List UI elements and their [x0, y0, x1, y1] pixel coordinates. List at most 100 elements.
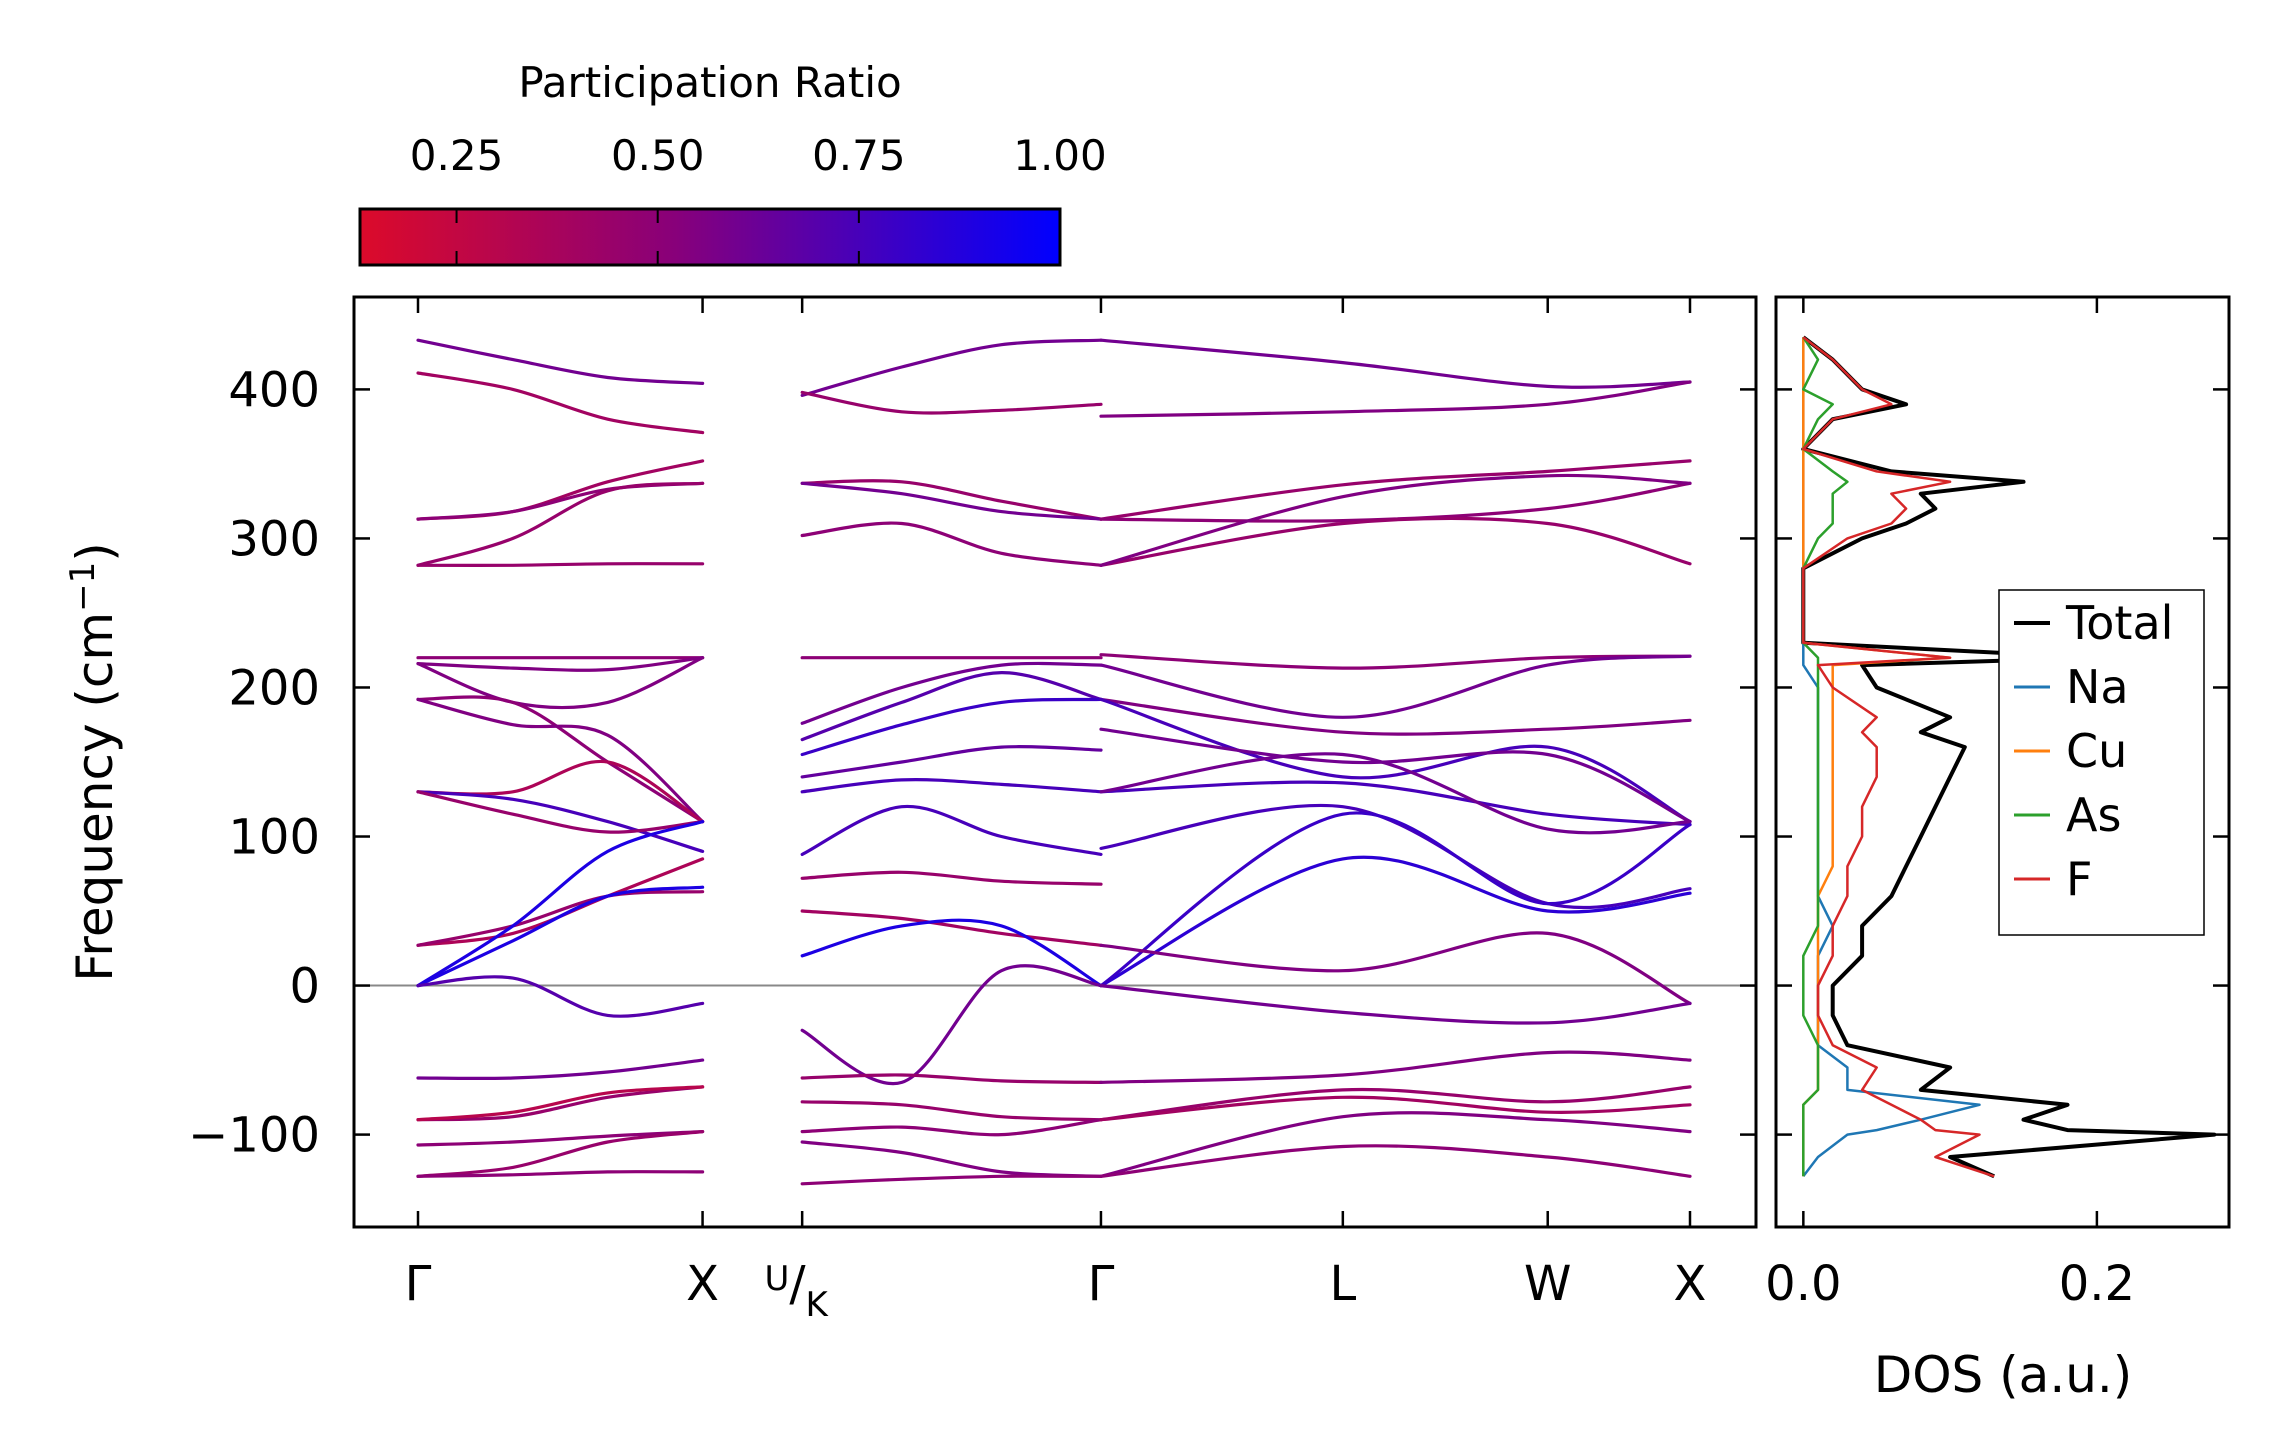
phonon-band: [416, 1170, 705, 1178]
k-point-label: L: [1329, 1256, 1356, 1312]
phonon-band: [1099, 697, 1692, 736]
phonon-band: [1099, 380, 1692, 418]
phonon-band: [416, 656, 705, 672]
phonon-band: [416, 481, 705, 567]
legend-label: F: [2066, 852, 2092, 906]
colorbar-ticks: 0.25 0.50 0.75 1.00: [410, 131, 1107, 265]
band-structure-panel: −100 0 100 200 300 400 Γ X U/K Γ L W X Frequency (c…: [63, 295, 1758, 1325]
phonon-band: [416, 857, 705, 947]
phonon-band: [416, 1058, 705, 1081]
phonon-band: [1099, 752, 1692, 835]
phonon-band: [1099, 1111, 1692, 1178]
phonon-band: [416, 1085, 705, 1122]
phonon-band: [800, 479, 1103, 521]
dos-curve-f: [1802, 336, 1995, 1178]
phonon-band: [800, 338, 1103, 397]
frequency-tick-label: 200: [228, 660, 320, 716]
frequency-tick-label: −100: [188, 1108, 320, 1164]
phonon-band: [416, 759, 705, 824]
phonon-band: [800, 1140, 1103, 1178]
dos-legend: Total Na Cu As F: [1998, 589, 2205, 936]
phonon-band: [416, 1085, 705, 1122]
phonon-band: [416, 1130, 705, 1147]
phonon-band: [416, 459, 705, 521]
dos-curves: [1801, 335, 2217, 1179]
phonon-band: [416, 885, 705, 988]
phonon-band: [800, 1174, 1103, 1186]
k-point-label: X: [1674, 1256, 1707, 1312]
phonon-band: [800, 481, 1103, 521]
phonon-band: [1099, 811, 1692, 988]
phonon-band: [800, 1100, 1103, 1122]
colorbar-tick-label: 0.75: [812, 131, 906, 180]
phonon-band: [416, 890, 705, 947]
phonon-band: [416, 656, 705, 710]
k-point-label: X: [686, 1256, 719, 1312]
phonon-band: [800, 804, 1103, 856]
dos-panel: 0.0 0.2 DOS (a.u.) Total Na Cu As F: [1765, 295, 2231, 1404]
k-point-label: U/K: [764, 1256, 829, 1325]
phonon-band: [1099, 855, 1692, 988]
frequency-axis-label: Frequency (cm−1): [63, 542, 124, 982]
legend-label: Total: [2065, 596, 2173, 650]
band-plot-frame: [352, 295, 1758, 1229]
colorbar-tick-label: 0.50: [611, 131, 705, 180]
phonon-band: [416, 371, 705, 435]
colorbar-tick-label: 1.00: [1013, 131, 1107, 180]
dos-axis-label: DOS (a.u.): [1874, 1346, 2133, 1404]
phonon-band: [800, 670, 1103, 742]
dos-tick-label: 0.2: [2059, 1256, 2135, 1312]
phonon-band: [800, 964, 1103, 1086]
phonon-band: [1099, 984, 1692, 1025]
phonon-band: [800, 909, 1103, 947]
legend-label: Cu: [2066, 724, 2127, 778]
phonon-band: [800, 1073, 1103, 1084]
phonon-band: [416, 338, 705, 385]
phonon-band: [1099, 780, 1692, 827]
phonon-band: [800, 390, 1103, 415]
phonon-band: [416, 790, 705, 834]
frequency-tick-label: 100: [228, 810, 320, 866]
legend-items: Total Na Cu As F: [2014, 596, 2173, 906]
dos-curve-na: [1802, 337, 1981, 1178]
dos-axis-ticks: 0.0 0.2: [1765, 297, 2229, 1312]
dos-curve-as: [1802, 336, 1849, 1177]
k-point-label: W: [1524, 1256, 1571, 1312]
phonon-band: [800, 1118, 1103, 1137]
k-path-ticks: Γ X U/K Γ L W X: [405, 297, 1707, 1325]
phonon-band: [1099, 931, 1692, 1005]
phonon-band: [800, 521, 1103, 567]
phonon-band: [800, 918, 1103, 988]
phonon-band: [1099, 1050, 1692, 1084]
phonon-band: [1099, 459, 1692, 521]
colorbar: Participation Ratio 0.25 0.50 0.75 1.00: [358, 58, 1107, 267]
k-point-label: Γ: [1088, 1256, 1115, 1312]
phonon-band: [800, 744, 1103, 779]
legend-label: Na: [2066, 660, 2129, 714]
phonon-band: [800, 870, 1103, 886]
phonon-band: [1099, 1095, 1692, 1122]
phonon-band: [416, 790, 705, 853]
phonon-band: [1099, 516, 1692, 567]
k-point-label: Γ: [405, 1256, 432, 1312]
frequency-axis-ticks: −100 0 100 200 300 400: [188, 362, 1756, 1164]
phonon-band: [416, 820, 705, 988]
colorbar-title: Participation Ratio: [518, 58, 901, 107]
phonon-band: [416, 1130, 705, 1178]
phonon-band: [1099, 697, 1692, 824]
colorbar-tick-label: 0.25: [410, 131, 504, 180]
phonon-band: [800, 697, 1103, 757]
dos-tick-label: 0.0: [1765, 1256, 1841, 1312]
phonon-band: [1099, 1085, 1692, 1122]
phonon-band: [1099, 1144, 1692, 1178]
frequency-tick-label: 400: [228, 362, 320, 418]
dos-curve-total: [1801, 335, 2217, 1179]
colorbar-gradient: [358, 207, 1062, 267]
phonon-bands: [416, 338, 1692, 1186]
phonon-band: [416, 562, 705, 567]
frequency-tick-label: 0: [289, 959, 320, 1015]
phonon-band: [416, 695, 705, 824]
phonon-band: [1099, 727, 1692, 824]
phonon-band: [1099, 654, 1692, 719]
